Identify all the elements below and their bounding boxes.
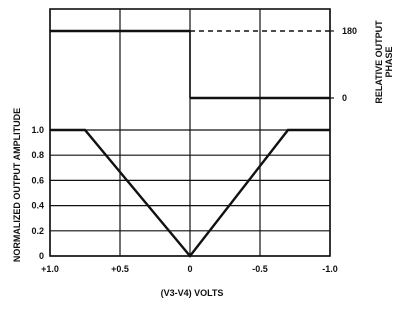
x-tick-label-0: +1.0 — [41, 264, 59, 274]
tick-labels: +1.0 +0.5 0 -0.5 -1.0 0 0.2 0.4 0.6 0.8 1.0 180 0 — [31, 26, 357, 274]
y-tick-label-2: 0.4 — [31, 201, 44, 211]
phase-axis-label-line2: PHASE — [384, 46, 393, 77]
y-tick-label-3: 0.6 — [31, 175, 44, 185]
phase-tick-label-0: 180 — [342, 26, 357, 36]
y-axis-label: NORMALIZED OUTPUT AMPLITUDE — [12, 108, 22, 262]
x-tick-label-4: -1.0 — [322, 264, 338, 274]
y-tick-label-5: 1.0 — [31, 125, 44, 135]
phase-axis-label-line1: RELATIVE OUTPUT — [374, 20, 384, 104]
y-tick-label-0: 0 — [39, 251, 44, 261]
phase-tick-label-1: 0 — [342, 93, 347, 103]
grid — [49, 8, 334, 257]
x-axis-label: (V3-V4) VOLTS — [161, 288, 224, 298]
series-amplitude — [50, 128, 330, 258]
x-tick-label-3: -0.5 — [252, 264, 268, 274]
x-tick-label-2: 0 — [187, 264, 192, 274]
plot-lines — [50, 29, 330, 258]
x-tick-label-1: +0.5 — [111, 264, 129, 274]
y-tick-label-4: 0.8 — [31, 150, 44, 160]
y-tick-label-1: 0.2 — [31, 226, 44, 236]
